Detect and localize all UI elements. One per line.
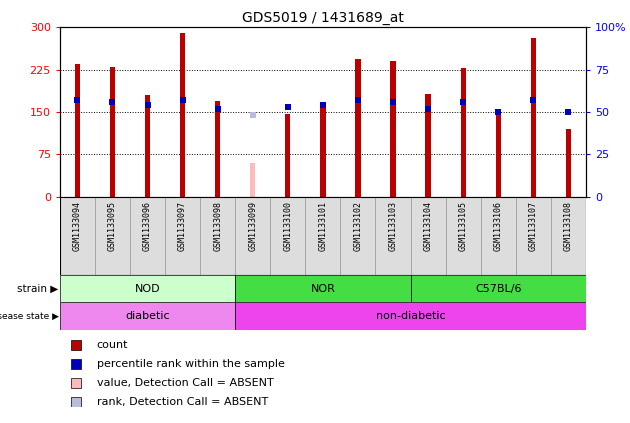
Bar bbox=[461, 68, 466, 197]
Point bbox=[71, 342, 81, 349]
Bar bbox=[340, 197, 375, 275]
Text: NOD: NOD bbox=[135, 284, 161, 294]
Bar bbox=[235, 302, 586, 330]
Bar bbox=[306, 197, 340, 275]
Bar bbox=[496, 111, 501, 197]
Text: NOR: NOR bbox=[311, 284, 335, 294]
Point bbox=[142, 102, 152, 109]
Text: GSM1133098: GSM1133098 bbox=[213, 201, 222, 250]
Bar bbox=[235, 275, 411, 302]
Text: GSM1133101: GSM1133101 bbox=[318, 201, 328, 250]
Bar bbox=[270, 197, 306, 275]
Bar bbox=[165, 197, 200, 275]
Point bbox=[388, 99, 398, 105]
Bar bbox=[75, 64, 80, 197]
Bar bbox=[411, 275, 586, 302]
Bar bbox=[130, 197, 165, 275]
Bar bbox=[60, 275, 235, 302]
Text: GSM1133107: GSM1133107 bbox=[529, 201, 538, 250]
Text: non-diabetic: non-diabetic bbox=[375, 311, 445, 321]
Point bbox=[71, 399, 81, 406]
Text: percentile rank within the sample: percentile rank within the sample bbox=[96, 359, 285, 369]
Text: C57BL/6: C57BL/6 bbox=[475, 284, 522, 294]
Point bbox=[248, 112, 258, 119]
Text: GSM1133103: GSM1133103 bbox=[389, 201, 398, 250]
Text: GSM1133106: GSM1133106 bbox=[494, 201, 503, 250]
Text: count: count bbox=[96, 340, 128, 350]
Bar bbox=[445, 197, 481, 275]
Text: GSM1133104: GSM1133104 bbox=[423, 201, 433, 250]
Point bbox=[493, 109, 503, 115]
Point bbox=[318, 102, 328, 109]
Point bbox=[178, 97, 188, 104]
Point bbox=[563, 109, 573, 115]
Bar bbox=[95, 197, 130, 275]
Text: GSM1133096: GSM1133096 bbox=[143, 201, 152, 250]
Text: GSM1133105: GSM1133105 bbox=[459, 201, 467, 250]
Bar bbox=[215, 101, 220, 197]
Bar bbox=[391, 61, 396, 197]
Text: disease state ▶: disease state ▶ bbox=[0, 312, 59, 321]
Text: GSM1133097: GSM1133097 bbox=[178, 201, 187, 250]
Bar bbox=[200, 197, 235, 275]
Bar bbox=[355, 58, 360, 197]
Point bbox=[71, 380, 81, 387]
Bar bbox=[250, 163, 255, 197]
Text: GSM1133094: GSM1133094 bbox=[73, 201, 82, 250]
Point bbox=[528, 97, 538, 104]
Bar bbox=[60, 302, 235, 330]
Bar bbox=[516, 197, 551, 275]
Point bbox=[212, 105, 222, 112]
Text: GSM1133102: GSM1133102 bbox=[353, 201, 362, 250]
Bar bbox=[375, 197, 411, 275]
Bar bbox=[180, 33, 185, 197]
Point bbox=[423, 105, 433, 112]
Bar bbox=[285, 114, 290, 197]
Bar bbox=[551, 197, 586, 275]
Point bbox=[458, 99, 468, 105]
Point bbox=[107, 99, 117, 105]
Text: GSM1133100: GSM1133100 bbox=[284, 201, 292, 250]
Bar bbox=[566, 129, 571, 197]
Point bbox=[283, 104, 293, 110]
Text: value, Detection Call = ABSENT: value, Detection Call = ABSENT bbox=[96, 378, 273, 388]
Bar bbox=[110, 67, 115, 197]
Text: GSM1133095: GSM1133095 bbox=[108, 201, 117, 250]
Bar bbox=[60, 197, 95, 275]
Point bbox=[353, 97, 363, 104]
Point bbox=[72, 97, 83, 104]
Text: strain ▶: strain ▶ bbox=[18, 284, 59, 294]
Bar bbox=[411, 197, 445, 275]
Bar bbox=[320, 105, 326, 197]
Text: GSM1133108: GSM1133108 bbox=[564, 201, 573, 250]
Bar bbox=[145, 95, 150, 197]
Bar bbox=[425, 94, 431, 197]
Text: diabetic: diabetic bbox=[125, 311, 170, 321]
Text: GSM1133099: GSM1133099 bbox=[248, 201, 257, 250]
Bar bbox=[530, 38, 536, 197]
Title: GDS5019 / 1431689_at: GDS5019 / 1431689_at bbox=[242, 11, 404, 25]
Bar bbox=[235, 197, 270, 275]
Bar bbox=[481, 197, 516, 275]
Text: rank, Detection Call = ABSENT: rank, Detection Call = ABSENT bbox=[96, 397, 268, 407]
Point bbox=[71, 361, 81, 368]
